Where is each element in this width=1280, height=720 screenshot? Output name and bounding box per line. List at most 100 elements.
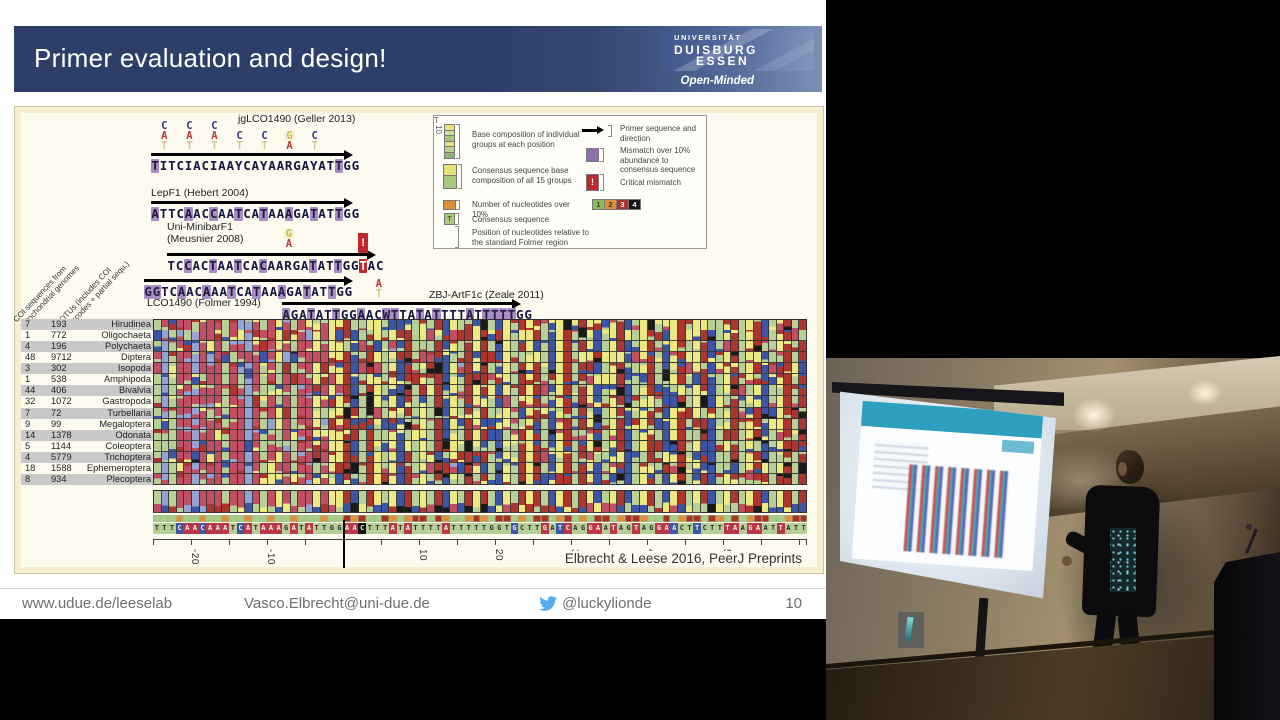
alignment-cell xyxy=(685,341,694,353)
alignment-cell xyxy=(427,451,435,463)
alignment-cell xyxy=(465,407,473,419)
axis-tick xyxy=(153,540,154,545)
alignment-cell xyxy=(412,429,420,441)
count-cell xyxy=(160,515,169,522)
alignment-cell xyxy=(495,330,504,342)
alignment-cell xyxy=(184,429,192,441)
alignment-cell xyxy=(685,418,694,430)
alignment-cell xyxy=(374,363,382,375)
consensus-cell xyxy=(283,491,291,513)
alignment-cell xyxy=(708,473,716,486)
consensus-letter: T xyxy=(609,523,618,534)
alignment-cell xyxy=(753,473,762,486)
count-cell xyxy=(373,515,382,522)
consensus-cell xyxy=(328,491,337,513)
alignment-cell xyxy=(252,352,261,364)
nucleotide: C xyxy=(243,158,251,173)
nucleotide: T xyxy=(307,307,316,322)
alignment-cell xyxy=(670,407,678,419)
alignment-cell xyxy=(526,429,534,441)
alignment-cell xyxy=(214,330,223,342)
alignment-cell xyxy=(305,451,314,463)
alignment-cell xyxy=(321,374,329,386)
alignment-cell xyxy=(313,451,322,463)
alignment-cell xyxy=(359,396,367,408)
alignment-cell xyxy=(298,385,306,397)
nucleotide: T xyxy=(449,307,457,322)
alignment-cell xyxy=(260,385,268,397)
alignment-cell xyxy=(571,418,580,430)
alignment-cell xyxy=(321,352,329,364)
alignment-cell xyxy=(336,396,344,408)
alignment-cell xyxy=(556,341,565,353)
nucleotide: A xyxy=(299,307,307,322)
alignment-cell xyxy=(260,429,268,441)
alignment-cell xyxy=(480,341,489,353)
consensus-composition-icon xyxy=(443,175,457,189)
legend-label: Mismatch over 10% abundance to consensus… xyxy=(620,146,696,175)
consensus-cell xyxy=(761,491,770,513)
count-cell xyxy=(632,515,640,522)
alignment-cell xyxy=(632,418,640,430)
alignment-cell xyxy=(731,473,739,486)
alignment-cell xyxy=(199,440,208,452)
alignment-cell xyxy=(359,330,367,342)
consensus-letter: G xyxy=(647,523,656,534)
alignment-cell xyxy=(275,407,284,419)
nucleotide: A xyxy=(267,258,276,273)
consensus-cell xyxy=(723,491,732,513)
alignment-cell xyxy=(450,462,458,474)
consensus-letter: T xyxy=(723,523,732,534)
alignment-cell xyxy=(533,330,542,342)
alignment-cell xyxy=(184,352,192,364)
count-cell xyxy=(678,515,686,522)
alignment-cell xyxy=(799,473,808,486)
primer-alignment-figure: Base composition of individual groups at… xyxy=(12,106,824,574)
consensus-letter: T xyxy=(708,523,717,534)
alignment-cell xyxy=(290,429,299,441)
axis-tick xyxy=(609,540,611,545)
footer-website-link[interactable]: www.udue.de/leeselab xyxy=(22,595,173,612)
nucleotide: T xyxy=(319,284,328,299)
alignment-cell xyxy=(245,374,253,386)
alignment-cell xyxy=(640,451,648,463)
nucleotide: T xyxy=(440,307,449,322)
alignment-cell xyxy=(169,330,177,342)
alignment-cell xyxy=(510,352,519,364)
nucleotide: T xyxy=(358,258,368,273)
alignment-cell xyxy=(412,451,420,463)
alignment-cell xyxy=(617,407,625,419)
taxa-otu-count: 99 xyxy=(51,418,62,429)
nucleotide: A xyxy=(177,284,186,299)
alignment-cell xyxy=(260,418,268,430)
consensus-cell xyxy=(548,491,557,513)
alignment-cell xyxy=(586,341,595,353)
alignment-cell xyxy=(495,473,504,486)
alignment-cell xyxy=(480,374,489,386)
primer-arrow xyxy=(151,153,345,156)
consensus-cell xyxy=(245,491,253,513)
alignment-cell xyxy=(252,396,261,408)
alignment-cell xyxy=(548,374,557,386)
axis-tick xyxy=(723,540,725,545)
alignment-cell xyxy=(776,473,785,486)
footer-email-link[interactable]: Vasco.Elbrecht@uni-due.de xyxy=(244,595,430,612)
alignment-cell xyxy=(427,374,435,386)
alignment-cell xyxy=(434,396,443,408)
alignment-cell xyxy=(450,385,458,397)
footer-twitter-handle[interactable]: @luckylionde xyxy=(562,595,652,612)
taxa-name: Plecoptera xyxy=(106,473,151,484)
alignment-cell xyxy=(290,352,299,364)
alignment-cell xyxy=(541,341,549,353)
alignment-cell xyxy=(662,352,671,364)
alignment-cell xyxy=(351,385,360,397)
alignment-cell xyxy=(252,440,261,452)
consensus-letter: T xyxy=(160,523,169,534)
alignment-cell xyxy=(275,418,284,430)
primer-sequence: ATTCAACCAATCATAAAGATATTGG xyxy=(151,205,360,223)
alignment-cell xyxy=(298,352,306,364)
alignment-cell xyxy=(283,385,291,397)
alignment-cell xyxy=(457,473,466,486)
alignment-cell xyxy=(245,462,253,474)
